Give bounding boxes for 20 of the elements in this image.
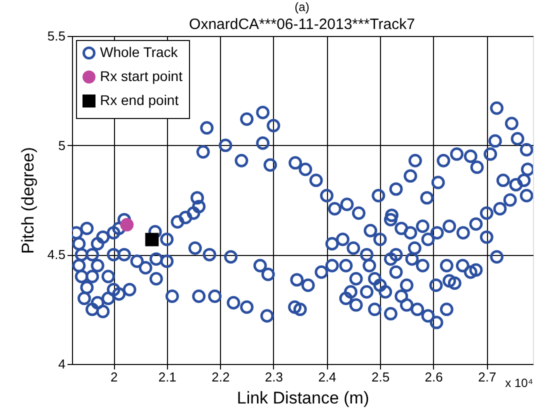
x-tick-label: 2.7 <box>478 370 496 384</box>
legend-label: Rx start point <box>100 68 183 84</box>
chart-title: OxnardCA***06-11-2013***Track7 <box>189 16 415 33</box>
x-tick-label: 2.1 <box>158 370 176 384</box>
y-tick-label: 4 <box>58 356 66 372</box>
x-tick-label: 2.2 <box>212 370 230 384</box>
x-axis-title: Link Distance (m) <box>236 388 370 408</box>
x-tick-label: 2.4 <box>318 370 336 384</box>
x-tick-label: 2.3 <box>264 370 283 384</box>
x-tick-label: 2.5 <box>372 370 390 384</box>
y-tick-label: 5.5 <box>47 28 66 44</box>
legend-label: Rx end point <box>100 92 179 108</box>
y-tick-label: 4.5 <box>47 247 66 262</box>
y-axis-title: Pitch (degree) <box>18 147 38 254</box>
text: (a) <box>294 0 310 14</box>
text: x 10⁴ <box>505 376 533 390</box>
x-tick-label: 2.6 <box>424 370 443 384</box>
x-tick-label: 2 <box>110 370 118 384</box>
legend-label: Whole Track <box>100 44 179 60</box>
y-tick-label: 5 <box>58 138 66 153</box>
